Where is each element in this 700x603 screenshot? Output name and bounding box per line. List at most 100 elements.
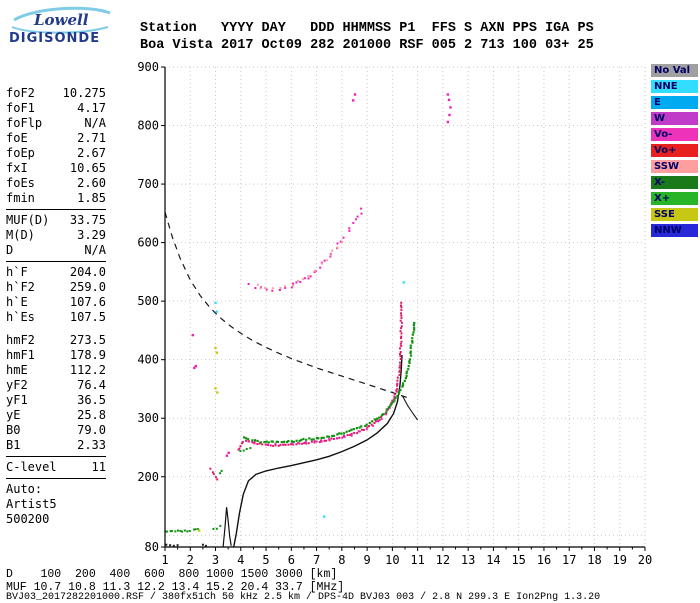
param-auto: Auto: [6, 482, 106, 497]
param-muf-d: MUF(D) 33.75 [6, 213, 106, 228]
param-500200: 500200 [6, 512, 106, 527]
echo-classification-legend: No Val NNE E W Vo- Vo+ SSW X- X+ SSE NNW [651, 64, 698, 240]
param-value: 10.65 [69, 161, 106, 175]
param-d: D N/A [6, 243, 106, 258]
param-value: 79.0 [77, 423, 106, 437]
distance-row: D 100 200 400 600 800 1000 1500 3000 [km… [6, 568, 338, 581]
svg-text:19: 19 [613, 553, 627, 567]
param-hmf1: hmF1 178.9 [6, 348, 106, 363]
logo-swoosh-icon [11, 6, 111, 34]
transmission-curve [164, 212, 412, 400]
logo-digisonde-text: DIGISONDE [9, 31, 101, 46]
svg-text:11: 11 [410, 553, 424, 567]
legend-w: W [651, 112, 698, 125]
param-m-d: M(D) 3.29 [6, 228, 106, 243]
panel-separator [6, 456, 106, 457]
scatter-sse-yellow [197, 346, 219, 532]
es-layer-trace [164, 528, 200, 533]
o-mode-magenta-mix [247, 382, 399, 446]
svg-text:300: 300 [137, 411, 159, 425]
parameter-panel: foF2 10.275 foF1 4.17 foFlp N/A foE 2.71 foEp 2.6… [6, 86, 106, 527]
param-c-level: C-level 11 [6, 460, 106, 475]
param-yf2: yF2 76.4 [6, 378, 106, 393]
panel-gap [6, 325, 106, 333]
svg-text:4: 4 [237, 553, 244, 567]
scatter-nne-cyan [214, 281, 405, 518]
param-label: fxI [6, 161, 28, 175]
scatter-green [219, 469, 223, 475]
param-label: foE [6, 131, 28, 145]
param-value: 76.4 [77, 378, 106, 392]
profile-e-valley-spike [222, 507, 232, 548]
param-label: C-level [6, 460, 57, 474]
param-value: 2.60 [77, 176, 106, 190]
station-header-values: Boa Vista 2017 Oct09 282 201000 RSF 005 … [140, 38, 594, 53]
legend-sse: SSE [651, 208, 698, 221]
status-line: BVJ03_2017282201000.RSF / 380fx51Ch 50 k… [6, 592, 601, 603]
param-label: h`F2 [6, 280, 35, 294]
second-hop-pink-mix [256, 240, 344, 290]
param-label: hmF1 [6, 348, 35, 362]
svg-text:400: 400 [137, 353, 159, 367]
param-foe: foE 2.71 [6, 131, 106, 146]
param-ye: yE 25.8 [6, 408, 106, 423]
svg-text:800: 800 [137, 119, 159, 133]
param-hme: hmE 112.2 [6, 363, 106, 378]
legend-x-: X- [651, 176, 698, 189]
param-label: Artist5 [6, 497, 57, 511]
param-value: 107.5 [69, 310, 106, 324]
svg-text:200: 200 [137, 470, 159, 484]
param-value: N/A [84, 243, 106, 257]
x-mode-trace [243, 321, 416, 444]
true-height-profile [233, 354, 403, 548]
svg-text:12: 12 [436, 553, 450, 567]
param-fof1: foF1 4.17 [6, 101, 106, 116]
param-label: D [6, 243, 14, 257]
logo-lowell-text: Lowell [34, 11, 89, 29]
o-mode-trace [237, 301, 403, 451]
param-value: 33.75 [69, 213, 106, 227]
param-label: foEs [6, 176, 35, 190]
svg-text:900: 900 [137, 60, 159, 74]
svg-text:2: 2 [187, 553, 194, 567]
svg-text:17: 17 [562, 553, 576, 567]
muf-row: MUF 10.7 10.8 11.3 12.2 13.4 15.2 20.4 3… [6, 581, 345, 594]
o-mode-lead-trace [209, 467, 219, 481]
svg-text:10: 10 [385, 553, 399, 567]
legend-x+: X+ [651, 192, 698, 205]
es-black-specks [165, 543, 207, 547]
svg-text:18: 18 [587, 553, 601, 567]
legend-vo+: Vo+ [651, 144, 698, 157]
scatter-magenta [191, 93, 452, 457]
param-value: 10.275 [62, 86, 106, 100]
svg-text:9: 9 [363, 553, 370, 567]
param-value: 25.8 [77, 408, 106, 422]
legend-no-val: No Val [651, 64, 698, 77]
param-value: N/A [84, 116, 106, 130]
param-label: yE [6, 408, 21, 422]
svg-text:7: 7 [313, 553, 320, 567]
param-label: B0 [6, 423, 21, 437]
ionogram-plot: 1 2 3 4 5 6 7 8 9 10 11 12 13 14 15 16 17 18 19 20802003004… [137, 60, 652, 567]
param-value: 178.9 [69, 348, 106, 362]
param-foflp: foFlp N/A [6, 116, 106, 131]
param-label: foEp [6, 146, 35, 160]
param-label: fmin [6, 191, 35, 205]
param-label: MUF(D) [6, 213, 50, 227]
panel-separator [6, 261, 106, 262]
param-label: 500200 [6, 512, 50, 526]
param-label: yF2 [6, 378, 28, 392]
param-label: yF1 [6, 393, 28, 407]
svg-text:16: 16 [537, 553, 551, 567]
param-value: 259.0 [69, 280, 106, 294]
svg-text:8: 8 [338, 553, 345, 567]
param-artist5: Artist5 [6, 497, 106, 512]
transmission-curve-tail [402, 395, 419, 421]
param-hmf2: hmF2 273.5 [6, 333, 106, 348]
plot-axes: 1 2 3 4 5 6 7 8 9 10 11 12 13 14 15 16 17 18 19 20802003004… [137, 60, 652, 567]
legend-ssw: SSW [651, 160, 698, 173]
param-value: 2.71 [77, 131, 106, 145]
legend-nne: NNE [651, 80, 698, 93]
svg-text:600: 600 [137, 236, 159, 250]
param-b1: B1 2.33 [6, 438, 106, 453]
